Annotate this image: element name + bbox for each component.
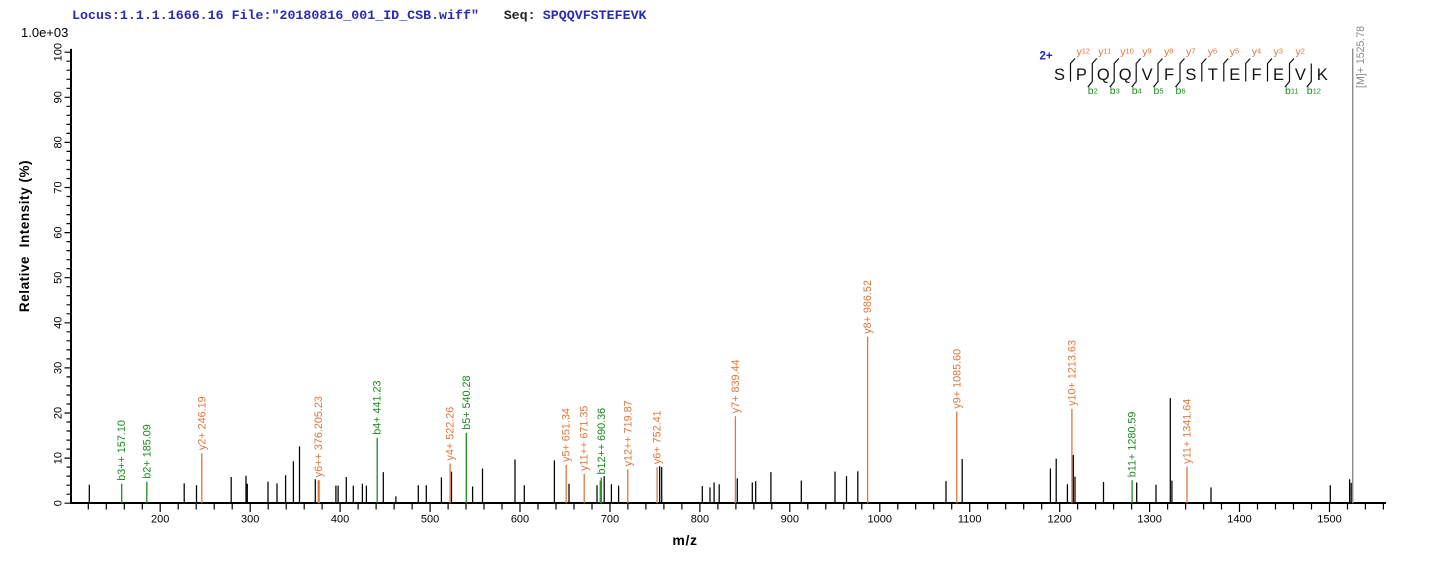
svg-text:b5: b5 <box>1154 85 1164 97</box>
svg-text:80: 80 <box>53 136 65 148</box>
svg-text:Locus:1.1.1.1666.16 File:"2018: Locus:1.1.1.1666.16 File:"20180816_001_I… <box>72 8 479 23</box>
svg-text:1.0e+03: 1.0e+03 <box>21 25 68 40</box>
svg-text:30: 30 <box>53 362 65 374</box>
svg-text:1300: 1300 <box>1137 514 1161 526</box>
svg-text:y10: y10 <box>1120 46 1134 58</box>
svg-text:b4+ 441.23: b4+ 441.23 <box>372 380 384 434</box>
svg-text:0: 0 <box>53 500 65 506</box>
svg-text:10: 10 <box>53 452 65 464</box>
svg-text:E: E <box>1273 66 1284 84</box>
svg-text:b3++ 157.10: b3++ 157.10 <box>116 420 128 481</box>
svg-text:20: 20 <box>53 407 65 419</box>
svg-text:y2: y2 <box>1296 46 1305 58</box>
svg-text:y4+ 522.26: y4+ 522.26 <box>445 407 457 461</box>
svg-text:b11+ 1280.59: b11+ 1280.59 <box>1127 412 1139 478</box>
svg-text:y6: y6 <box>1208 46 1217 58</box>
svg-text:F: F <box>1164 66 1174 84</box>
svg-text:y5+ 651.34: y5+ 651.34 <box>561 408 573 462</box>
svg-text:y8+ 986.52: y8+ 986.52 <box>862 280 874 334</box>
svg-text:y9: y9 <box>1142 46 1151 58</box>
svg-text:b12++ 690.36: b12++ 690.36 <box>596 408 608 475</box>
svg-text:1000: 1000 <box>868 514 892 526</box>
svg-text:V: V <box>1142 66 1153 84</box>
svg-text:y11+ 1341.64: y11+ 1341.64 <box>1182 399 1194 464</box>
svg-text:y11++ 671.35: y11++ 671.35 <box>579 406 591 471</box>
svg-text:1400: 1400 <box>1227 514 1251 526</box>
svg-text:b4: b4 <box>1132 85 1142 97</box>
svg-text:y12++ 719.87: y12++ 719.87 <box>622 400 634 466</box>
svg-text:Relative Intensity (%): Relative Intensity (%) <box>17 160 32 312</box>
svg-text:900: 900 <box>781 514 799 526</box>
svg-text:50: 50 <box>53 272 65 284</box>
svg-text:500: 500 <box>421 514 439 526</box>
svg-text:90: 90 <box>53 91 65 103</box>
svg-text:y3: y3 <box>1274 46 1283 58</box>
svg-text:b3: b3 <box>1110 85 1120 97</box>
svg-text:y10+ 1213.63: y10+ 1213.63 <box>1066 340 1078 406</box>
svg-text:m/z: m/z <box>672 532 697 548</box>
svg-text:b2: b2 <box>1088 85 1098 97</box>
svg-text:1100: 1100 <box>958 514 982 526</box>
svg-text:700: 700 <box>601 514 619 526</box>
svg-text:P: P <box>1076 66 1087 84</box>
svg-text:y5: y5 <box>1230 46 1239 58</box>
svg-text:b11: b11 <box>1285 85 1299 97</box>
svg-text:S: S <box>1054 66 1065 84</box>
svg-text:y6++ 376.205.23: y6++ 376.205.23 <box>313 396 325 477</box>
svg-text:y12: y12 <box>1077 46 1091 58</box>
svg-text:2+: 2+ <box>1040 51 1053 63</box>
svg-text:1500: 1500 <box>1317 514 1341 526</box>
svg-text:600: 600 <box>511 514 529 526</box>
svg-text:y7+ 839.44: y7+ 839.44 <box>730 359 742 413</box>
svg-text:y9+ 1085.60: y9+ 1085.60 <box>951 349 963 409</box>
svg-text:b2+ 185.09: b2+ 185.09 <box>141 424 153 478</box>
svg-text:800: 800 <box>691 514 709 526</box>
svg-text:y8: y8 <box>1164 46 1173 58</box>
svg-text:1200: 1200 <box>1047 514 1071 526</box>
svg-text:V: V <box>1295 66 1306 84</box>
svg-text:200: 200 <box>151 514 169 526</box>
svg-text:400: 400 <box>331 514 349 526</box>
svg-text:y2+ 246.19: y2+ 246.19 <box>196 396 208 450</box>
svg-text:F: F <box>1252 66 1262 84</box>
svg-text:60: 60 <box>53 226 65 238</box>
svg-text:E: E <box>1229 66 1240 84</box>
svg-text:y7: y7 <box>1186 46 1195 58</box>
svg-text:[M]+ 1525.78: [M]+ 1525.78 <box>1355 26 1367 88</box>
svg-text:Q: Q <box>1097 66 1110 84</box>
svg-text:y11: y11 <box>1098 46 1111 58</box>
svg-text:Seq:: Seq: <box>504 8 536 23</box>
svg-text:K: K <box>1317 66 1328 84</box>
svg-text:b5+ 540.28: b5+ 540.28 <box>461 375 473 429</box>
svg-text:S: S <box>1185 66 1196 84</box>
svg-text:b12: b12 <box>1307 85 1321 97</box>
svg-text:70: 70 <box>53 181 65 193</box>
svg-text:y4: y4 <box>1252 46 1261 58</box>
svg-text:SPQQVFSTEFEVK: SPQQVFSTEFEVK <box>543 8 647 23</box>
svg-text:Q: Q <box>1119 66 1132 84</box>
svg-text:300: 300 <box>241 514 259 526</box>
svg-text:y6+ 752.41: y6+ 752.41 <box>652 410 664 464</box>
svg-text:T: T <box>1208 66 1218 84</box>
svg-text:b6: b6 <box>1176 85 1186 97</box>
svg-text:100: 100 <box>53 43 65 61</box>
svg-text:40: 40 <box>53 317 65 329</box>
